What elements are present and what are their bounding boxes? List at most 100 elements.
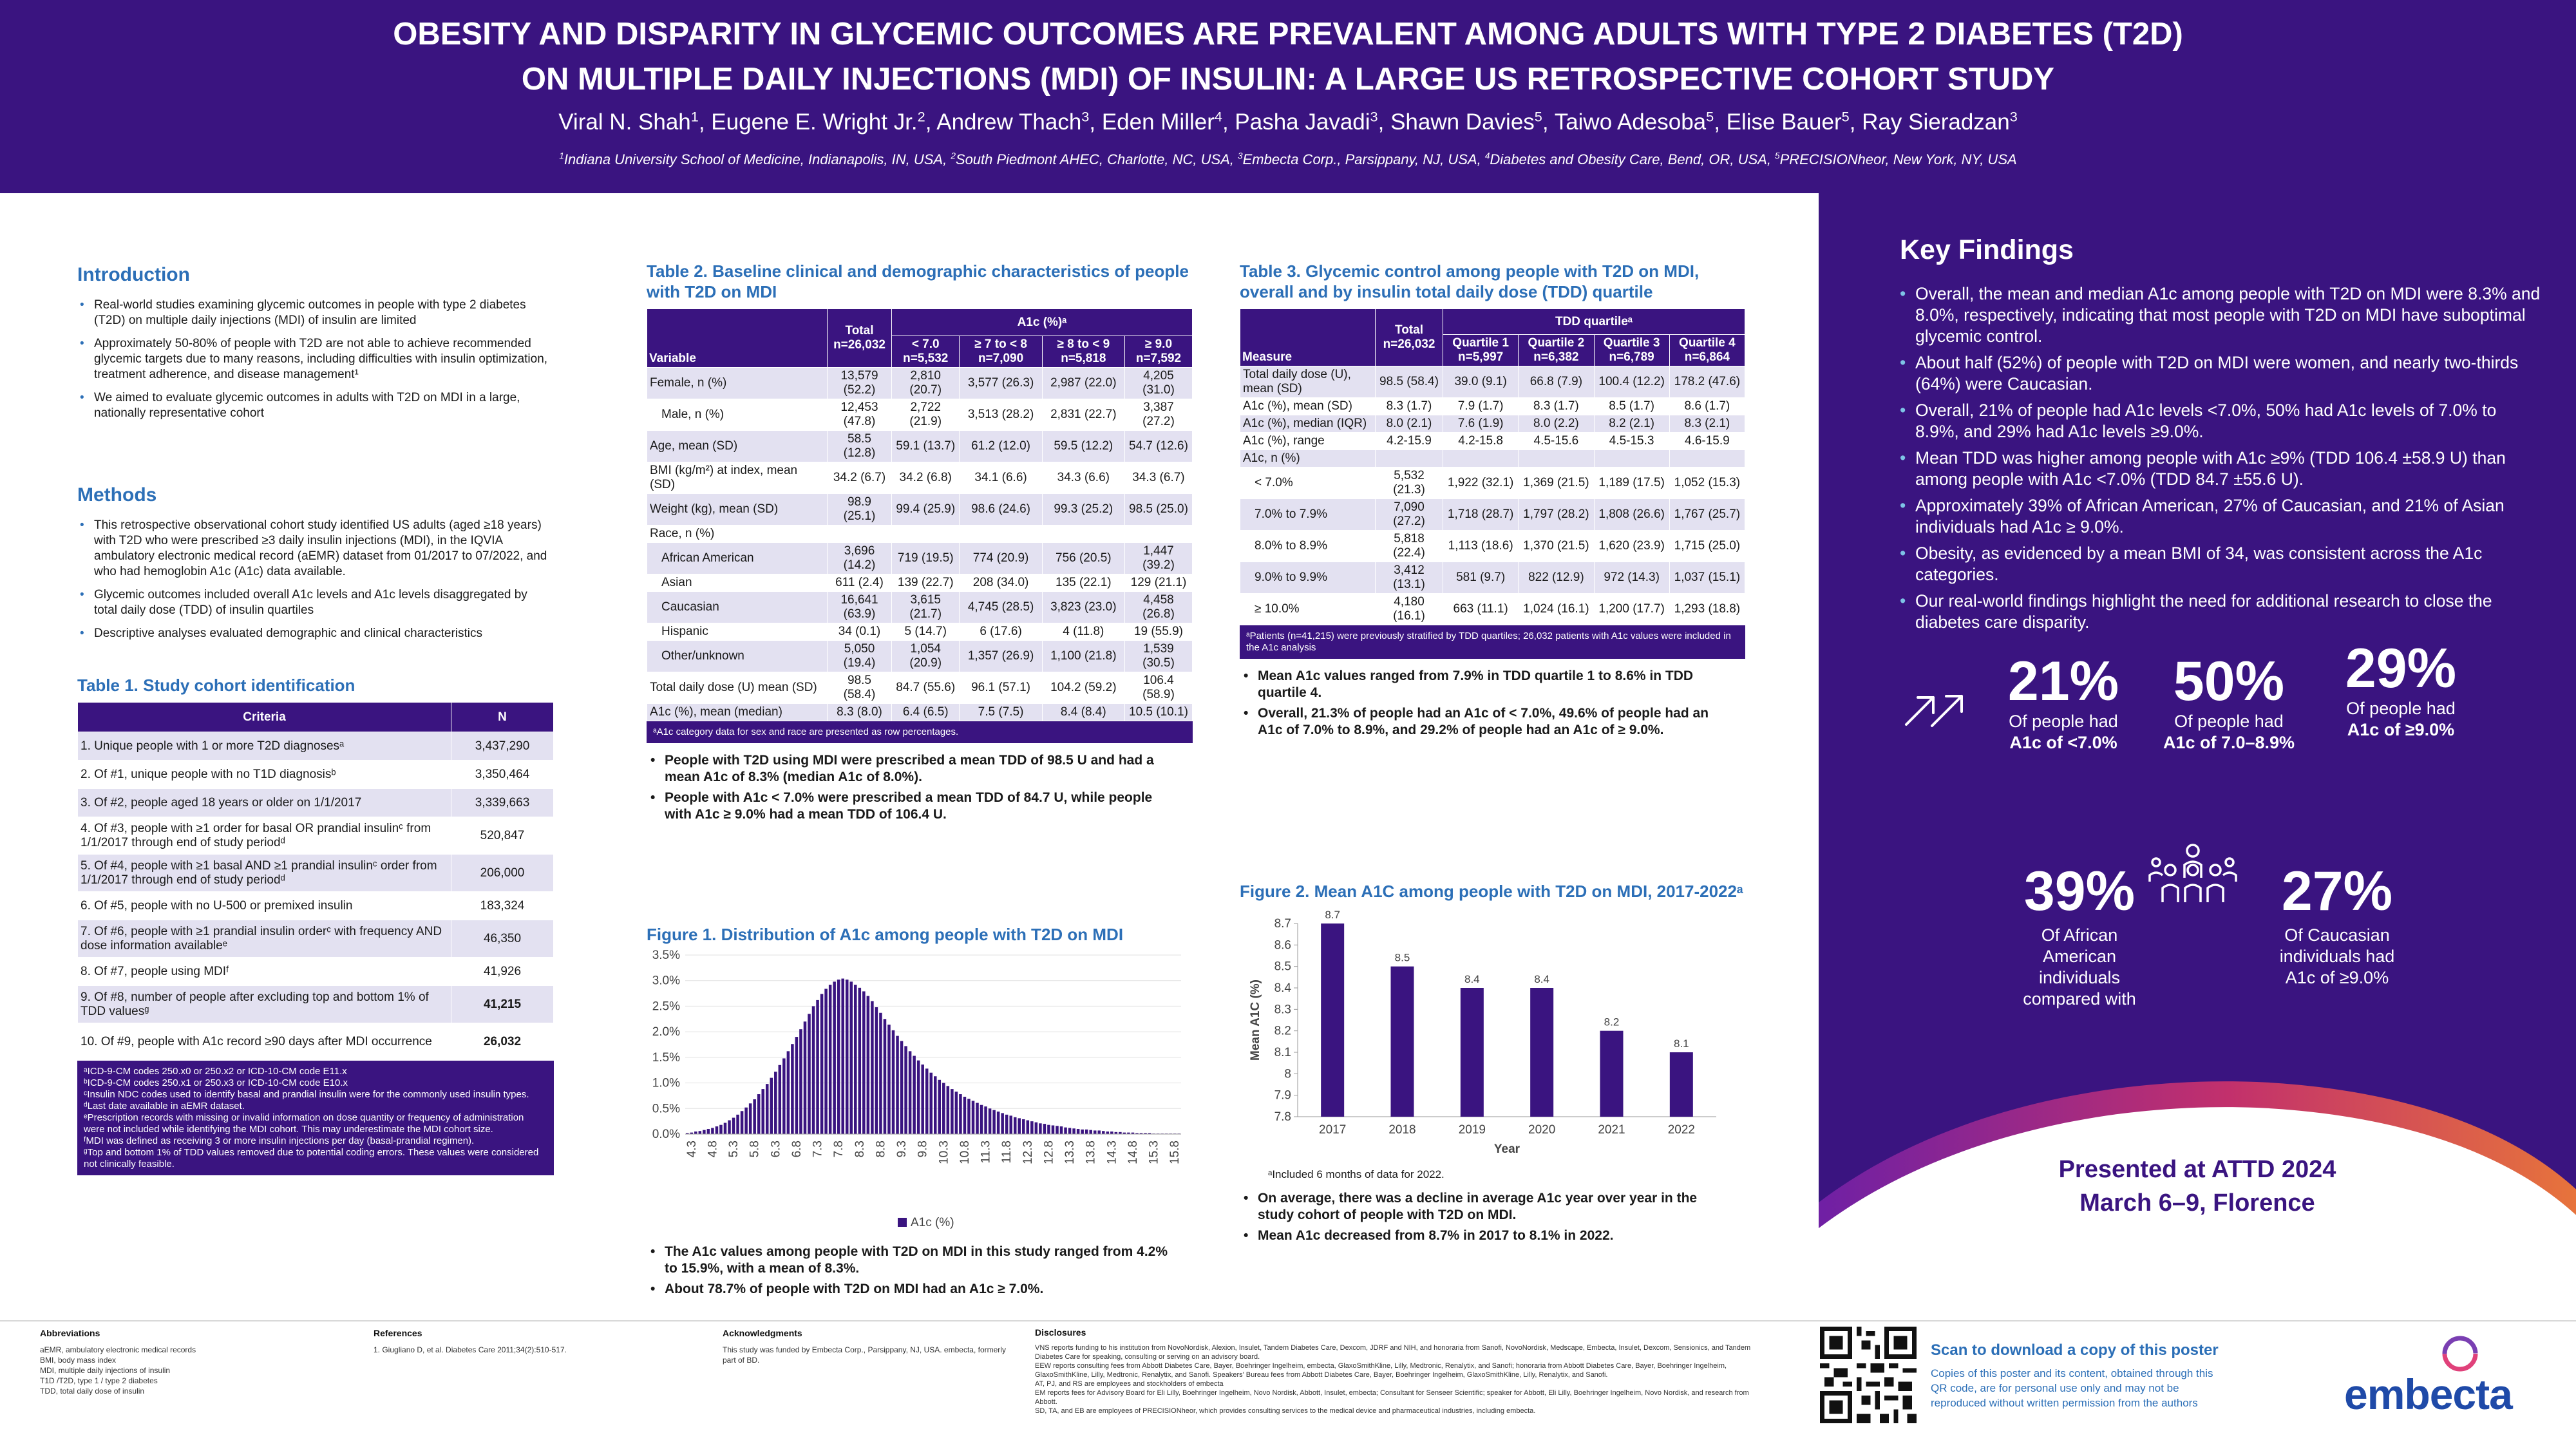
table3-label-cell: A1c (%), median (IQR) [1240,415,1376,433]
fig2-data-label: 8.4 [1534,973,1549,985]
table3-value-cell: 8.0 (2.2) [1518,415,1595,433]
fig2-y-tick: 8.2 [1274,1025,1291,1038]
methods-bullet: This retrospective observational cohort … [77,518,551,580]
table2-value-cell: 59.5 (12.2) [1041,430,1125,462]
stat-29: 29% Of people had A1c of ≥9.0% [2324,639,2478,741]
fig1-bar [1119,1132,1122,1134]
fig2-x-tick: 2020 [1528,1123,1555,1137]
fig1-bar [778,1065,782,1134]
fig1-bar [736,1114,739,1134]
figure1-chart: 0.0% 0.5% 1.0% 1.5% 2.0% 2.5% 3.0% 3.5% 4.3 4.8 5.… [652,949,1182,1229]
fig1-x-tick: 12.8 [1042,1141,1056,1164]
fig1-bar [1110,1132,1113,1134]
table2-value-cell: 3,615 (21.7) [891,591,960,623]
table2-value-cell: 98.6 (24.6) [959,493,1043,526]
table2-value-cell: 12,453 (47.8) [827,399,892,431]
author-affiliation-number: 5 [1534,108,1542,125]
fig1-bar [883,1019,887,1134]
table2-subheader: < 7.0 n=5,532 [891,336,960,368]
abbreviation-item: TDD, total daily dose of insulin [40,1387,145,1396]
author-affiliation-number: 1 [690,108,699,125]
disclosure-item: EM reports fees for Advisory Board for E… [1035,1389,1749,1406]
table2-value-cell: 2,987 (22.0) [1041,367,1125,399]
key-finding-bullet: Approximately 39% of African American, 2… [1900,495,2544,538]
stat-27-label: Of Caucasian individuals had A1c of ≥9.0… [2279,925,2395,987]
fig1-bar [934,1076,937,1134]
stat-27-value: 27% [2281,860,2393,922]
table3-value-cell [1442,450,1519,468]
fig1-bar [1030,1121,1034,1134]
fig1-x-tick: 4.8 [706,1141,719,1157]
table2-label-cell: Race, n (%) [647,525,828,543]
table3-value-cell: 8.5 (1.7) [1593,397,1670,415]
references: References 1. Giugliano D, et al. Diabet… [374,1328,644,1355]
table2-title: Table 2. Baseline clinical and demograph… [647,261,1189,301]
fig1-x-tick: 14.3 [1105,1141,1119,1164]
table2-value-cell: 13,579 (52.2) [827,367,892,399]
table1-section: Table 1. Study cohort identification Cri… [77,675,554,1175]
table2-value-cell: 1,539 (30.5) [1124,640,1193,672]
table2-row: Female, n (%) 13,579 (52.2) 2,810 (20.7) 3,… [647,367,1193,399]
table2-value-cell: 1,054 (20.9) [891,640,960,672]
table3-value-cell: 1,922 (32.1) [1442,467,1519,499]
figure2-findings: On average, there was a decline in avera… [1240,1190,1729,1244]
fig1-bar [744,1107,748,1134]
fig1-bar [1114,1132,1118,1134]
table1-row: 5. Of #4, people with ≥1 basal AND ≥1 pr… [77,854,554,892]
table2-value-cell: 3,387 (27.2) [1124,399,1193,431]
table1-footnote: ᵍTop and bottom 1% of TDD values removed… [84,1147,539,1170]
fig1-bar [1051,1125,1055,1134]
stat-50-line1: Of people had [2174,712,2284,731]
table3-value-cell: 1,052 (15.3) [1669,467,1746,499]
table3-subheader: Quartile 3 n=6,789 [1593,334,1670,366]
table2-value-cell: 84.7 (55.6) [891,672,960,704]
fig1-y-tick: 1.5% [652,1051,680,1065]
qr-code-icon[interactable] [1820,1327,1917,1423]
table1-row: 4. Of #3, people with ≥1 order for basal… [77,817,554,855]
author-affiliation-number: 4 [1214,108,1222,125]
fig1-bar [967,1099,971,1134]
fig1-bar [808,1014,811,1134]
fig1-y-tick: 3.5% [652,949,680,962]
fig1-bar [795,1037,799,1134]
table2-label-cell: BMI (kg/m²) at index, mean (SD) [647,462,828,494]
fig1-bar [1076,1129,1080,1134]
table3-value-cell: 8.2 (2.1) [1593,415,1670,433]
finding-bullet: On average, there was a decline in avera… [1240,1190,1729,1224]
author: Taiwo Adesoba5 [1554,108,1714,135]
key-finding-bullet: Overall, 21% of people had A1c levels <7… [1900,400,2544,442]
table2-value-cell: 7.5 (7.5) [959,703,1043,721]
introduction-section: Introduction Real-world studies examinin… [77,264,551,429]
fig1-bar [706,1129,710,1134]
table3-value-cell: 4.5-15.6 [1518,432,1595,450]
logo-ring-icon [2442,1336,2478,1372]
fig1-bar [774,1072,777,1134]
disclosures-heading: Disclosures [1035,1327,1086,1338]
fig1-bar [837,980,840,1134]
fig1-bar [871,1001,874,1134]
stat-50-value: 50% [2173,650,2285,712]
abbreviation-item: BMI, body mass index [40,1356,117,1365]
table2-row: Hispanic 34 (0.1) 5 (14.7) 6 (17.6) 4 (11.8)… [647,623,1193,641]
stat-50-line2: A1c of 7.0–8.9% [2163,733,2295,752]
disclosure-item: EEW reports consulting fees from Abbott … [1035,1362,1727,1379]
table2-value-cell: 59.1 (13.7) [891,430,960,462]
table2-value-cell: 774 (20.9) [959,542,1043,574]
fig1-bar [786,1051,790,1134]
table2-label-cell: Age, mean (SD) [647,430,828,462]
table2-label-cell: Weight (kg), mean (SD) [647,493,828,526]
fig2-x-tick: 2017 [1319,1123,1346,1137]
table2-value-cell: 3,696 (14.2) [827,542,892,574]
table1-footnote: ᶠMDI was defined as receiving 3 or more … [84,1135,475,1146]
table3-label-cell: Total daily dose (U), mean (SD) [1240,366,1376,398]
fig1-bar [992,1110,996,1134]
table2-label-cell: Other/unknown [647,640,828,672]
key-findings-heading: Key Findings [1900,234,2074,265]
key-findings-list: Overall, the mean and median A1c among p… [1900,283,2544,638]
table2-row: Caucasian 16,641 (63.9) 3,615 (21.7) 4,745 … [647,591,1193,623]
author-affiliation-number: 2 [917,108,925,125]
fig1-bar [816,999,819,1134]
table1-criteria-cell: 7. Of #6, people with ≥1 prandial insuli… [77,920,451,958]
table2-header-total: Total n=26,032 [827,308,892,368]
fig1-bar [686,1133,689,1134]
